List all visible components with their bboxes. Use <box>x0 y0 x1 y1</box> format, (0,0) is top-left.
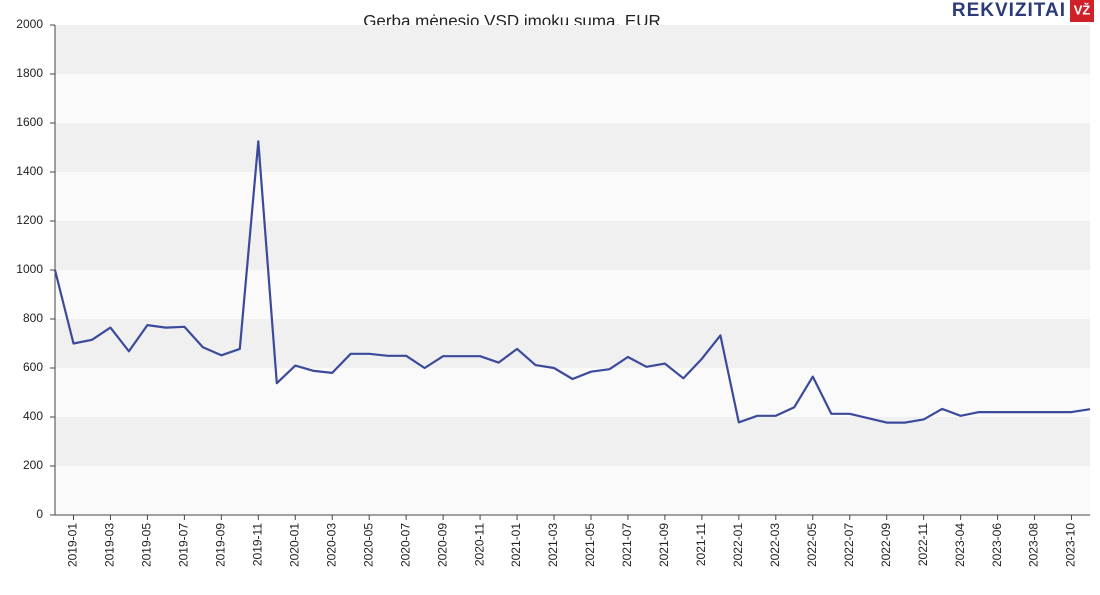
x-tick-label: 2020-05 <box>361 523 375 567</box>
logo-badge-bg <box>1070 0 1094 22</box>
x-tick-label: 2019-01 <box>66 523 80 567</box>
x-tick-label: 2020-01 <box>287 523 301 567</box>
x-tick-label: 2021-11 <box>694 523 708 566</box>
y-tick-label: 0 <box>36 507 43 521</box>
x-tick-label: 2021-03 <box>546 523 560 567</box>
y-tick-label: 200 <box>23 458 43 472</box>
x-tick-label: 2022-09 <box>879 523 893 567</box>
x-tick-label: 2019-03 <box>103 523 117 567</box>
x-tick-label: 2019-05 <box>140 523 154 567</box>
logo-text: REKVIZITAI <box>952 0 1066 21</box>
grid-band <box>55 270 1090 319</box>
x-tick-label: 2023-08 <box>1027 523 1041 567</box>
grid-band <box>55 368 1090 417</box>
y-tick-label: 1400 <box>16 164 43 178</box>
x-tick-label: 2019-07 <box>177 523 191 567</box>
grid-band <box>55 319 1090 368</box>
grid-band <box>55 221 1090 270</box>
x-tick-label: 2023-10 <box>1064 523 1078 567</box>
y-tick-label: 2000 <box>16 17 43 31</box>
y-tick-label: 1200 <box>16 213 43 227</box>
y-tick-label: 800 <box>23 311 43 325</box>
grid-band <box>55 172 1090 221</box>
y-tick-label: 400 <box>23 409 43 423</box>
x-tick-label: 2022-11 <box>916 523 930 566</box>
x-tick-label: 2022-03 <box>768 523 782 567</box>
x-tick-label: 2021-01 <box>509 523 523 567</box>
x-tick-label: 2020-07 <box>398 523 412 567</box>
x-tick-label: 2021-07 <box>620 523 634 567</box>
x-tick-label: 2022-07 <box>842 523 856 567</box>
y-tick-label: 1000 <box>16 262 43 276</box>
y-tick-label: 600 <box>23 360 43 374</box>
x-tick-label: 2020-09 <box>435 523 449 567</box>
grid-band <box>55 74 1090 123</box>
x-tick-label: 2021-05 <box>583 523 597 567</box>
x-tick-label: 2019-11 <box>250 523 264 566</box>
series-line <box>53 140 1091 424</box>
x-tick-label: 2019-09 <box>214 523 228 567</box>
y-tick-label: 1800 <box>16 66 43 80</box>
y-tick-label: 1600 <box>16 115 43 129</box>
x-tick-label: 2020-11 <box>472 523 486 566</box>
x-tick-label: 2020-03 <box>324 523 338 567</box>
logo-badge: VŽ <box>1074 2 1091 17</box>
x-tick-label: 2023-06 <box>990 523 1004 567</box>
grid-band <box>55 25 1090 74</box>
x-tick-label: 2021-09 <box>657 523 671 567</box>
x-tick-label: 2023-04 <box>953 523 967 567</box>
grid-band <box>55 417 1090 466</box>
grid-band <box>55 123 1090 172</box>
grid-band <box>55 466 1090 515</box>
x-tick-label: 2022-01 <box>731 523 745 567</box>
x-tick-label: 2022-05 <box>805 523 819 567</box>
